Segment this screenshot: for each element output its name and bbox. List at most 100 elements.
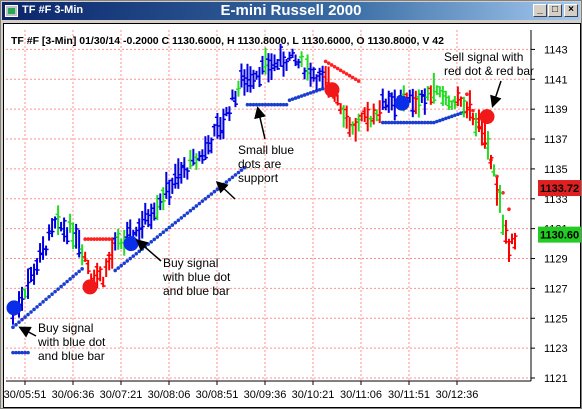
price-bar: [467, 90, 473, 121]
price-bar: [344, 105, 350, 129]
annotation-arrow: [254, 106, 266, 140]
annotation-text: Small blue: [238, 143, 294, 157]
maximize-button[interactable]: □: [548, 4, 562, 17]
support-dot: [263, 102, 268, 107]
resistance-dot: [86, 237, 90, 241]
chart-title: E-mini Russell 2000: [220, 2, 362, 19]
support-dot: [50, 292, 54, 297]
price-bar: [377, 100, 383, 124]
y-tick-label: 1143: [544, 44, 568, 56]
support-dot: [302, 93, 307, 97]
support-dot: [311, 90, 316, 94]
x-tick-label: 30/05:51: [4, 389, 47, 401]
price-bar: [139, 210, 145, 239]
annotation-text: Sell signal with: [444, 50, 523, 64]
support-dot: [275, 102, 280, 107]
support-dot: [290, 97, 295, 101]
support-dot: [26, 350, 30, 355]
y-tick-label: 1133: [544, 194, 568, 206]
y-tick-label: 1123: [544, 343, 568, 355]
support-dot: [140, 247, 145, 251]
support-dot: [233, 173, 238, 177]
resistance-dot: [338, 68, 343, 73]
resistance-dot: [323, 59, 328, 64]
price-bar: [431, 72, 437, 104]
support-dot: [56, 287, 60, 291]
price-bar: [115, 228, 121, 250]
price-tag-box: [538, 180, 581, 197]
support-dot: [20, 350, 24, 355]
y-tick-label: 1135: [544, 164, 568, 176]
support-dot: [251, 102, 256, 107]
price-tags: 1133.72 1130.60: [538, 180, 581, 243]
support-dot: [410, 120, 415, 125]
support-dot: [444, 116, 448, 121]
price-bar: [250, 69, 256, 89]
buy-signal-marker: [394, 95, 410, 111]
x-tick-label: 30/11:06: [340, 389, 382, 401]
support-dot: [155, 235, 160, 239]
resistance-dot: [95, 237, 99, 241]
support-dot: [53, 289, 57, 294]
support-dot: [236, 170, 241, 175]
price-bar: [100, 276, 106, 288]
support-dot: [401, 120, 406, 125]
chart-app-icon[interactable]: [5, 5, 18, 17]
support-dot: [113, 268, 118, 273]
y-tick-label: 1139: [544, 104, 568, 116]
support-dot: [17, 320, 21, 324]
price-bar: [64, 227, 70, 245]
price-bar: [97, 266, 103, 282]
resistance-dot: [356, 79, 361, 83]
support-dot: [248, 102, 253, 107]
support-dot: [386, 120, 391, 125]
support-dot: [173, 220, 178, 225]
support-dot: [456, 112, 460, 117]
minimize-button[interactable]: _: [533, 4, 547, 17]
support-dot: [161, 230, 166, 235]
annotation-text: Buy signal: [38, 321, 93, 335]
annotation-text: and blue bar: [163, 284, 230, 298]
sell-signal-marker: [324, 82, 340, 98]
support-dot: [435, 119, 439, 124]
resistance-dot: [507, 207, 511, 212]
support-dot: [116, 266, 121, 270]
support-dot: [281, 102, 286, 107]
resistance-dot: [332, 64, 337, 69]
price-bar: [485, 131, 491, 160]
price-bar: [311, 67, 317, 82]
price-bar: [275, 58, 281, 70]
support-dot: [41, 300, 45, 304]
price-tag-label: 1130.60: [540, 230, 579, 242]
y-tick-label: 1127: [544, 283, 568, 295]
support-dot: [317, 87, 322, 92]
price-bar: [506, 238, 512, 263]
price-bar: [365, 101, 371, 132]
chart-plot[interactable]: 1143114111391137113511331131112911271125…: [3, 23, 581, 408]
support-dot: [299, 94, 304, 98]
title-bar[interactable]: TF #F 3-Min E-mini Russell 2000 _ □ ×: [2, 2, 580, 20]
support-dot: [185, 211, 190, 215]
price-bar: [491, 164, 497, 177]
support-dot: [149, 239, 154, 244]
window-title: TF #F 3-Min: [22, 4, 84, 16]
close-button[interactable]: ×: [564, 4, 578, 17]
support-dot: [122, 261, 127, 266]
support-dot: [305, 92, 310, 96]
support-dot: [429, 120, 433, 125]
support-dot: [179, 216, 184, 220]
resistance-dot: [465, 92, 469, 97]
support-dot: [423, 120, 427, 125]
support-dot: [29, 310, 33, 314]
support-dot: [293, 96, 298, 100]
support-dot: [146, 242, 151, 246]
annotation-text: support: [238, 171, 279, 185]
support-dot: [200, 199, 205, 203]
support-dot: [206, 194, 211, 199]
resistance-dot: [335, 66, 340, 71]
support-dot: [269, 102, 274, 107]
price-bar: [25, 268, 31, 299]
